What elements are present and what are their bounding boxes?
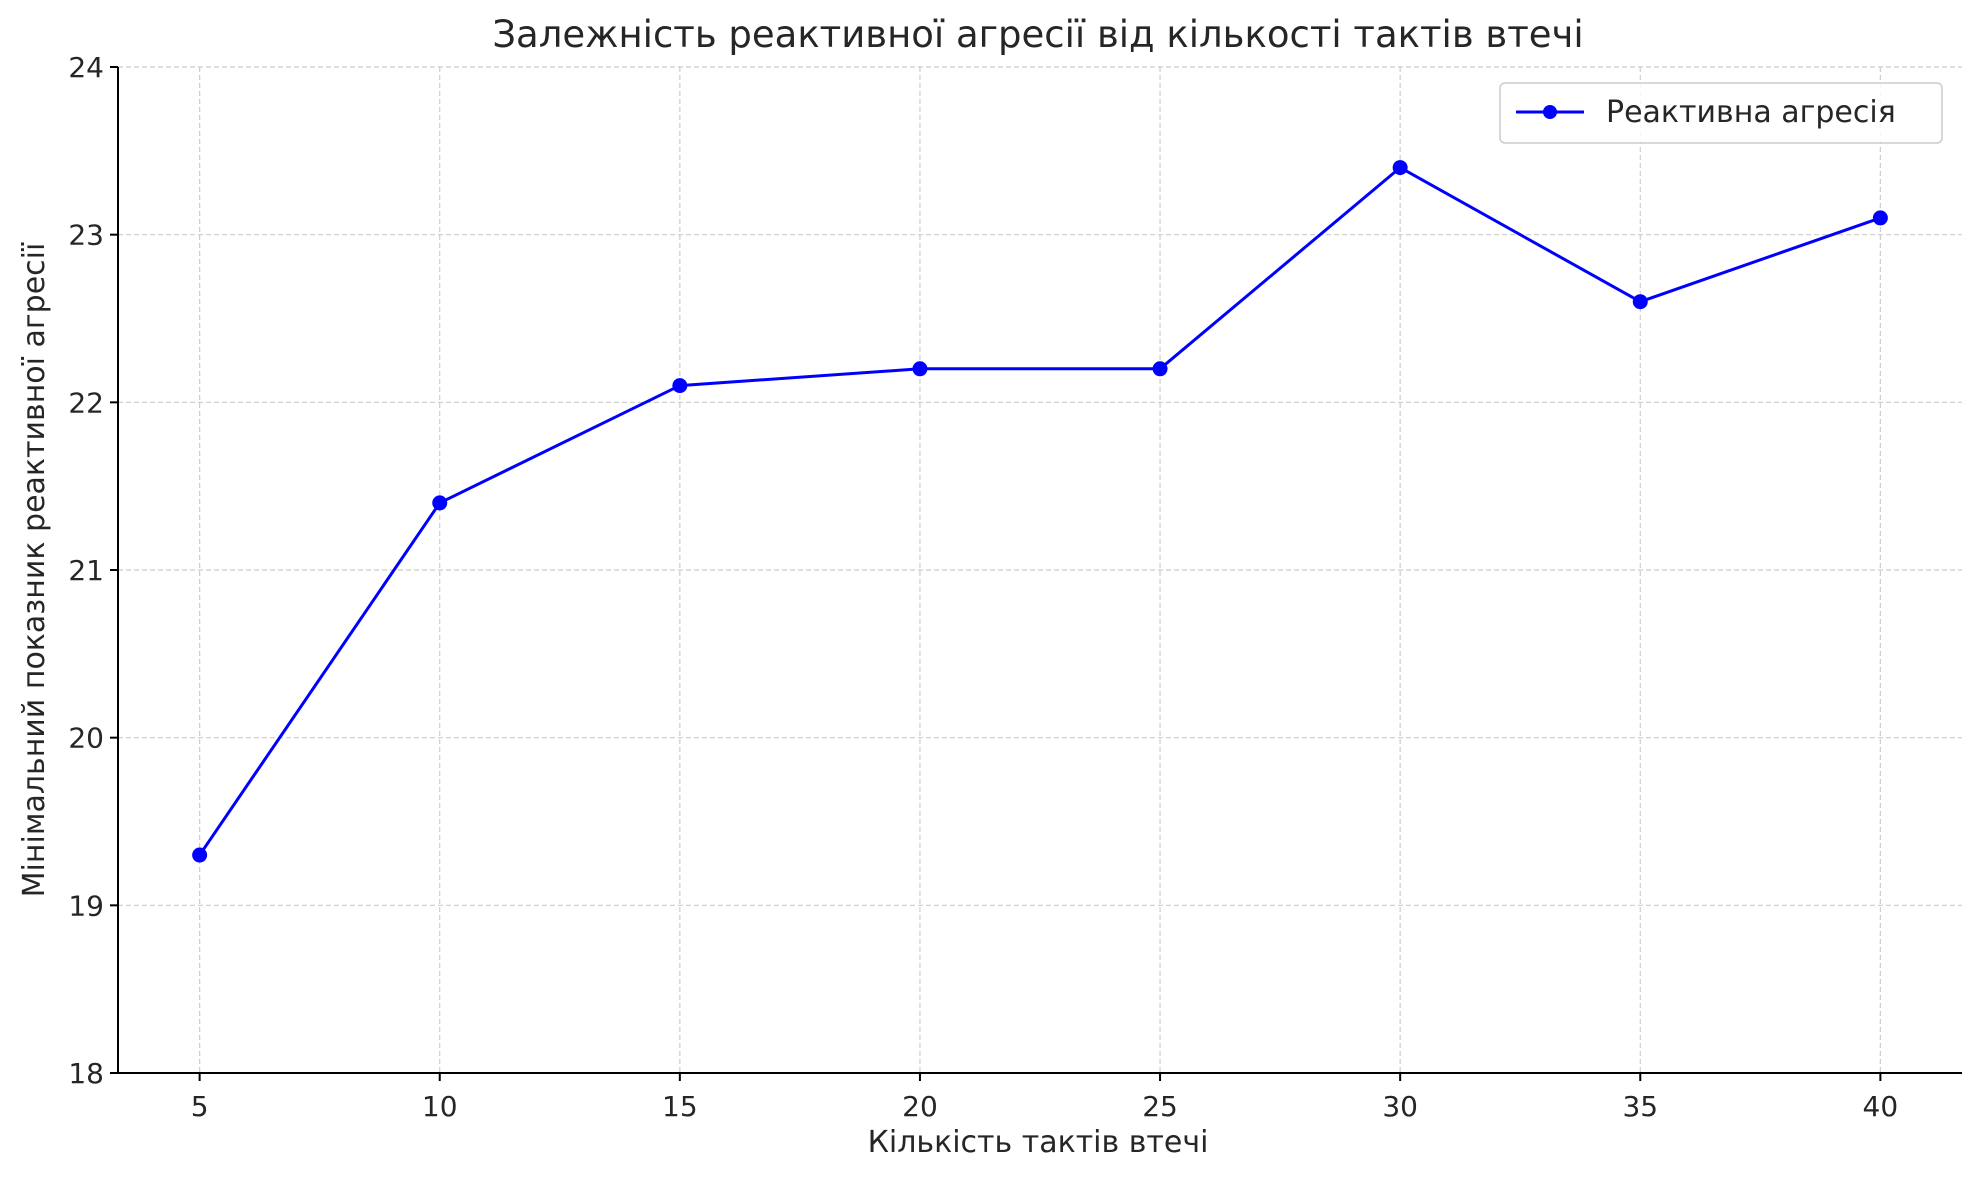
y-tick-label: 19 (68, 889, 104, 922)
legend-marker-swatch (1543, 105, 1557, 119)
legend: Реактивна агресія (1499, 82, 1943, 144)
x-tick-label: 25 (1142, 1090, 1178, 1123)
x-tick-label: 15 (662, 1090, 698, 1123)
y-tick-label: 22 (68, 386, 104, 419)
data-point (1152, 361, 1168, 377)
y-tick-label: 20 (68, 722, 104, 755)
y-tick-label: 18 (68, 1057, 104, 1090)
data-point (1872, 210, 1888, 226)
data-point (912, 361, 928, 377)
y-tick-label: 21 (68, 554, 104, 587)
x-axis-ticks: 5 10 15 20 25 30 35 40 (191, 1073, 1898, 1123)
series-line (198, 166, 1881, 856)
data-point (192, 847, 208, 863)
data-point (1632, 294, 1648, 310)
x-axis-label: Кількість тактів втечі (868, 1125, 1209, 1160)
legend-box (1499, 82, 1943, 144)
y-tick-label: 24 (68, 51, 104, 84)
series-layer (192, 160, 1888, 863)
x-tick-label: 20 (902, 1090, 938, 1123)
grid (118, 66, 1962, 1073)
legend-label: Реактивна агресія (1606, 95, 1896, 130)
data-point (432, 495, 448, 511)
chart-title: Залежність реактивної агресії від кілько… (492, 13, 1583, 56)
x-tick-label: 5 (191, 1090, 209, 1123)
x-tick-label: 35 (1622, 1090, 1658, 1123)
y-tick-label: 23 (68, 219, 104, 252)
y-axis-label: Мінімальний показник реактивної агресії (17, 242, 52, 897)
data-point (1392, 160, 1408, 176)
x-tick-label: 30 (1382, 1090, 1418, 1123)
y-axis-ticks: 18 19 20 21 22 23 24 (68, 51, 118, 1090)
data-point (672, 378, 688, 394)
x-tick-label: 40 (1863, 1090, 1899, 1123)
x-tick-label: 10 (422, 1090, 458, 1123)
